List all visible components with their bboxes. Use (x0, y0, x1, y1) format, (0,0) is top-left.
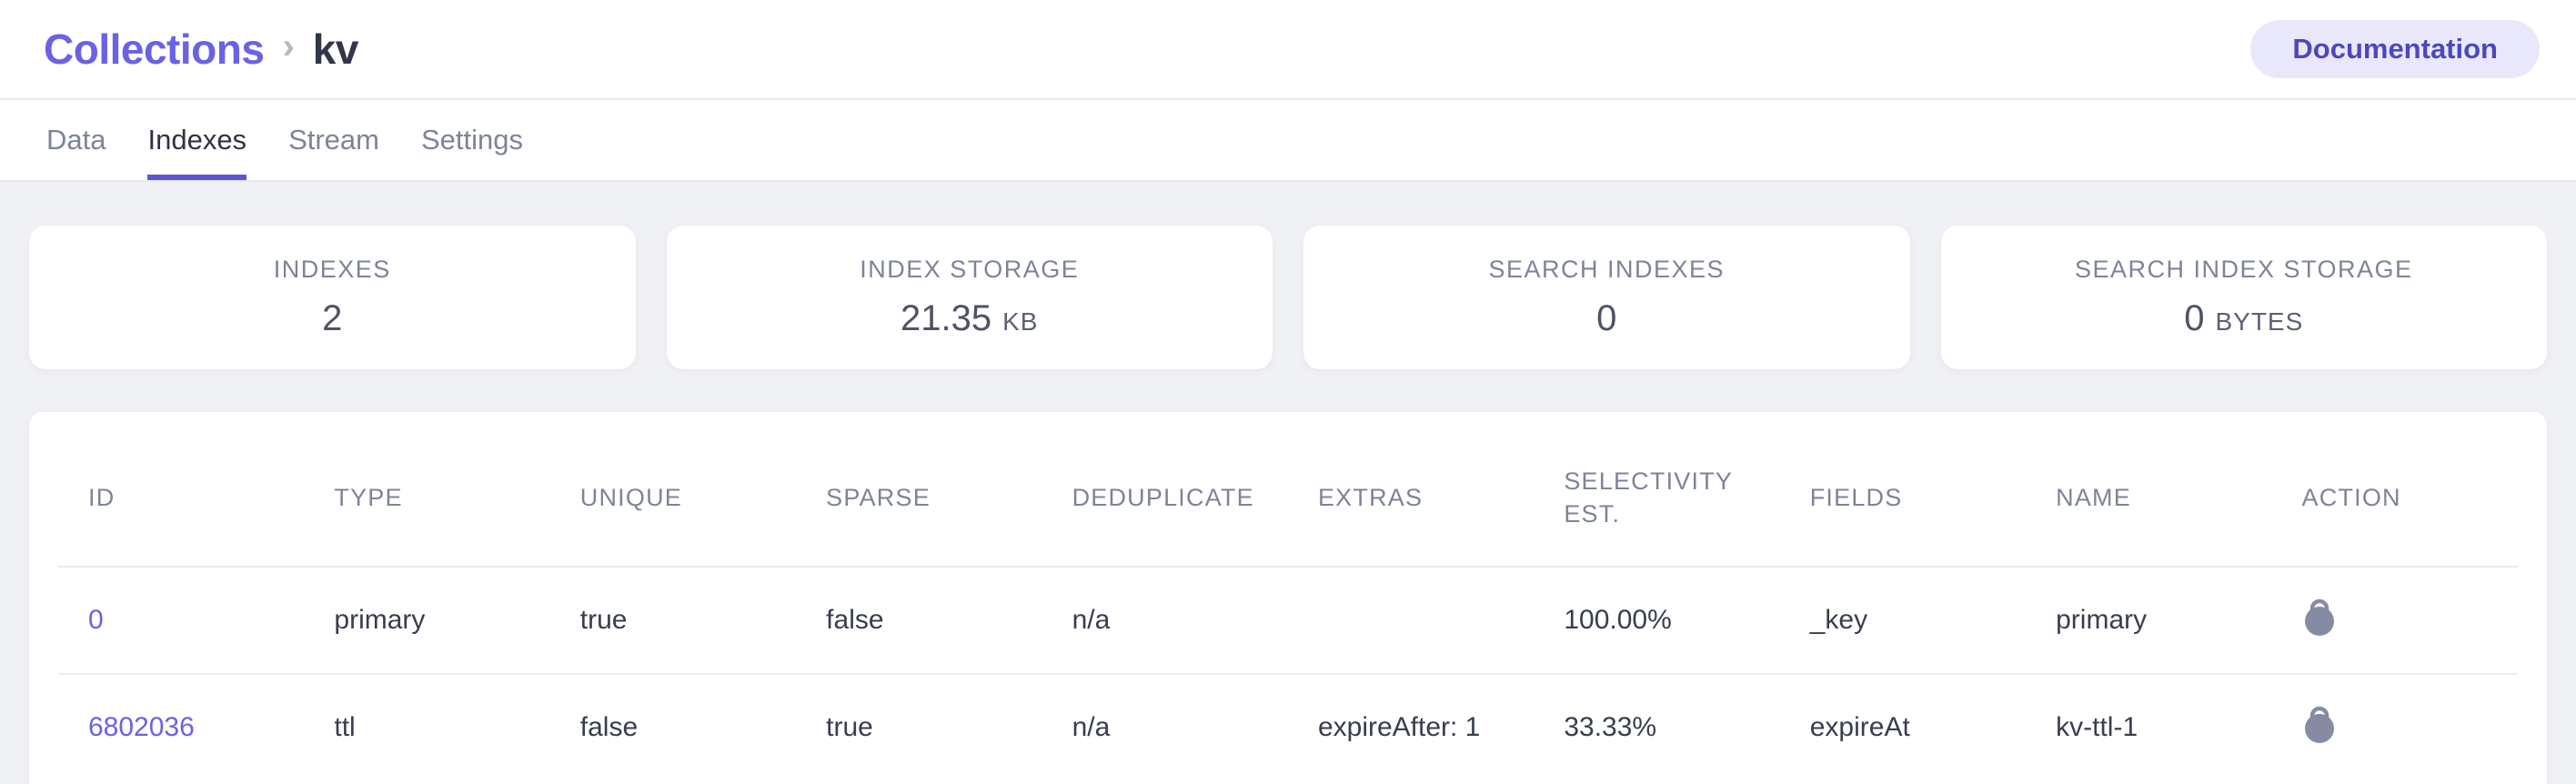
stats-row: INDEXES 2 INDEX STORAGE 21.35 KB SEARCH … (29, 226, 2547, 369)
stat-label: SEARCH INDEX STORAGE (2074, 256, 2413, 283)
breadcrumb-current-collection: kv (312, 25, 359, 73)
tab-data[interactable]: Data (46, 124, 106, 156)
table-header-row: ID TYPE UNIQUE SPARSE DEDUPLICATE EXTRAS… (58, 412, 2518, 568)
stat-value: 2 (322, 298, 343, 338)
stat-card-index-storage: INDEX STORAGE 21.35 KB (666, 226, 1273, 369)
column-header-action: ACTION (2271, 412, 2518, 568)
column-header-selectivity: SELECTIVITY EST. (1534, 412, 1780, 568)
cell-type: primary (304, 566, 550, 675)
tab-indexes[interactable]: Indexes (147, 100, 247, 180)
cell-deduplicate: n/a (1041, 566, 1288, 675)
tab-stream[interactable]: Stream (288, 124, 379, 156)
cell-unique: false (579, 711, 639, 742)
column-header-fields: FIELDS (1779, 412, 2027, 568)
cell-extras: expireAfter: 1 (1317, 711, 1481, 742)
documentation-button[interactable]: Documentation (2250, 20, 2540, 78)
cell-type: ttl (334, 711, 356, 742)
cell-sparse: true (826, 711, 873, 742)
column-header-deduplicate: DEDUPLICATE (1041, 412, 1288, 568)
content-area: INDEXES 2 INDEX STORAGE 21.35 KB SEARCH … (0, 182, 2576, 784)
stat-card-indexes: INDEXES 2 (29, 226, 636, 369)
stat-value: 0 (2184, 298, 2205, 338)
cell-name: primary (2026, 566, 2272, 675)
indexes-table: ID TYPE UNIQUE SPARSE DEDUPLICATE EXTRAS… (58, 412, 2518, 780)
column-header-type: TYPE (304, 412, 550, 568)
indexes-table-card: ID TYPE UNIQUE SPARSE DEDUPLICATE EXTRAS… (29, 412, 2547, 784)
cell-name: kv-ttl-1 (2056, 711, 2138, 742)
cell-extras (1287, 566, 1535, 675)
table-row: 6802036 ttl false true n/a expireAfter: … (58, 674, 2518, 780)
stat-unit: BYTES (2215, 307, 2304, 336)
index-id-link[interactable]: 0 (88, 604, 104, 635)
stat-label: INDEXES (273, 256, 391, 283)
tab-bar: Data Indexes Stream Settings (0, 100, 2576, 182)
stat-label: INDEX STORAGE (860, 256, 1080, 283)
cell-fields: _key (1779, 566, 2027, 675)
column-header-name: NAME (2026, 412, 2272, 568)
breadcrumb-collections-link[interactable]: Collections (44, 25, 265, 73)
column-header-unique: UNIQUE (549, 412, 797, 568)
stat-card-search-indexes: SEARCH INDEXES 0 (1303, 226, 1910, 369)
breadcrumb: Collections › kv (44, 25, 358, 74)
cell-selectivity: 33.33% (1564, 711, 1657, 742)
column-header-sparse: SPARSE (796, 412, 1042, 568)
stat-value: 0 (1596, 298, 1617, 338)
cell-selectivity: 100.00% (1534, 566, 1780, 675)
stat-unit: KB (1002, 307, 1039, 336)
stat-label: SEARCH INDEXES (1488, 256, 1726, 283)
table-row: 0 primary true false n/a 100.00% _key pr… (58, 566, 2518, 675)
stat-value: 21.35 (901, 298, 992, 338)
column-header-extras: EXTRAS (1287, 412, 1535, 568)
lock-icon[interactable] (2302, 596, 2337, 638)
chevron-right-icon: › (282, 26, 295, 66)
app-header: Collections › kv Documentation (0, 0, 2576, 100)
lock-icon[interactable] (2302, 703, 2337, 745)
stat-card-search-index-storage: SEARCH INDEX STORAGE 0 BYTES (1940, 226, 2547, 369)
index-id-link[interactable]: 6802036 (88, 711, 195, 742)
tab-settings[interactable]: Settings (420, 124, 523, 156)
cell-fields: expireAt (1809, 711, 1910, 742)
cell-sparse: false (796, 566, 1042, 675)
cell-deduplicate: n/a (1072, 711, 1111, 742)
cell-unique: true (549, 566, 797, 675)
column-header-id: ID (58, 412, 305, 568)
